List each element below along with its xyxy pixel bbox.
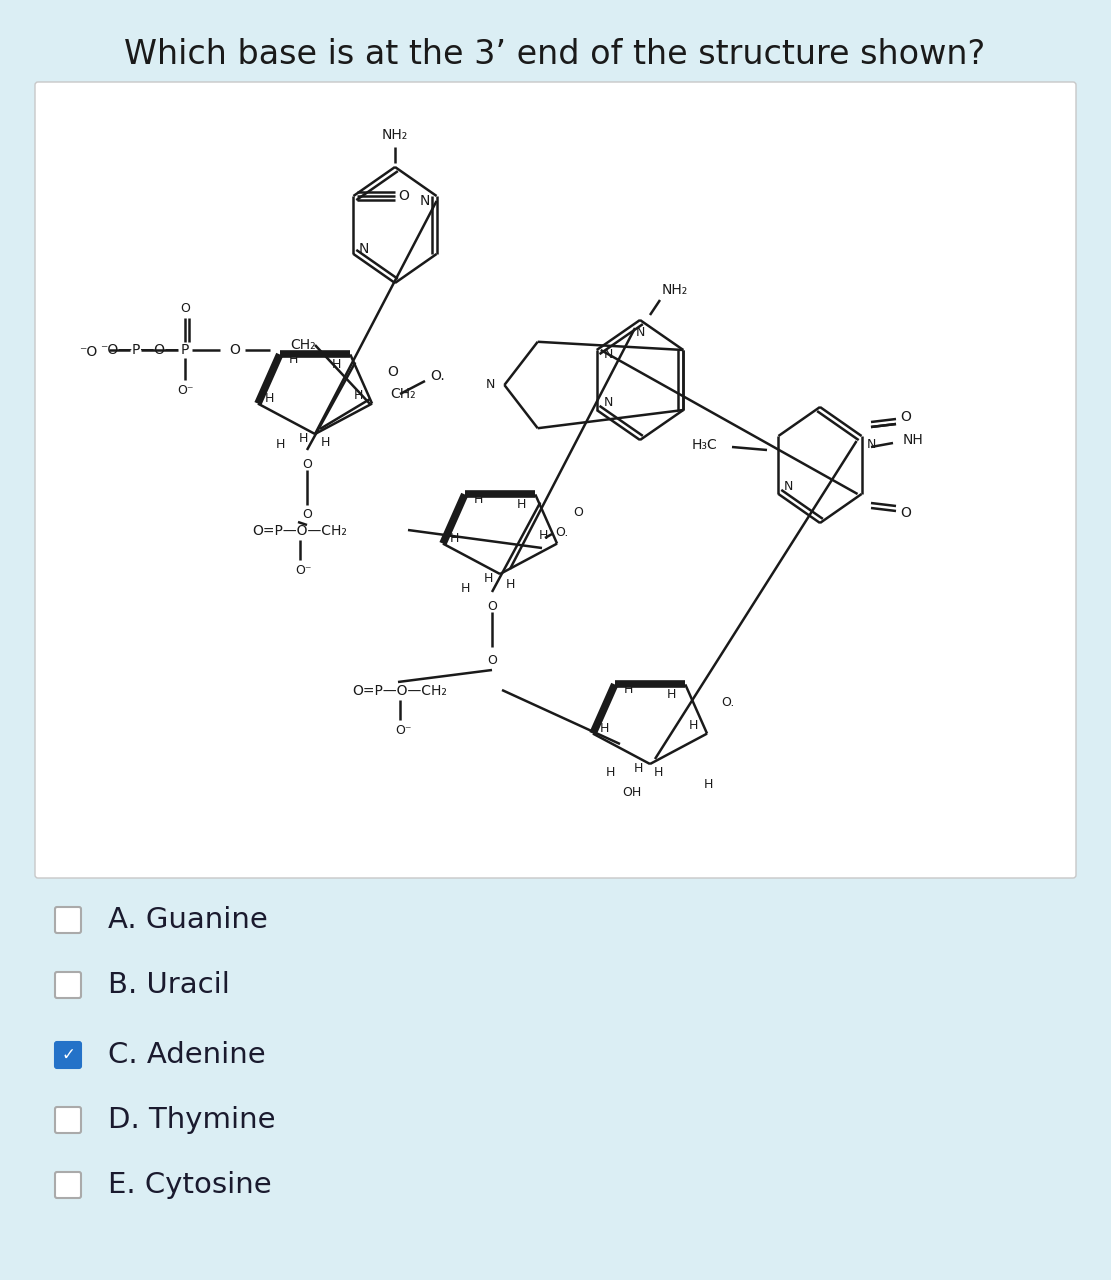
Text: H: H [539,529,548,543]
Text: N: N [486,379,496,392]
Text: H: H [460,581,470,594]
Text: ✓: ✓ [61,1046,74,1064]
Text: CH₂: CH₂ [290,338,316,352]
Text: O.: O. [721,695,734,709]
Text: ⁻O: ⁻O [79,346,97,358]
Text: H: H [483,572,492,585]
Text: O: O [487,654,497,667]
FancyBboxPatch shape [56,1107,81,1133]
Text: NH: NH [903,433,923,447]
Text: H: H [667,687,675,701]
Text: O: O [180,302,190,315]
FancyBboxPatch shape [56,972,81,998]
Text: O: O [302,457,312,471]
Text: O: O [901,410,911,424]
Text: H: H [353,389,363,402]
Text: NH₂: NH₂ [382,128,408,142]
Text: H: H [633,763,642,776]
Text: H: H [653,765,662,778]
Text: O⁻: O⁻ [177,384,193,397]
Text: H: H [517,498,526,511]
Text: O⁻: O⁻ [396,723,411,736]
Text: N: N [604,348,613,361]
Text: C. Adenine: C. Adenine [108,1041,266,1069]
Text: N: N [635,325,644,338]
FancyBboxPatch shape [56,1042,81,1068]
Text: H₃C: H₃C [691,438,717,452]
Text: O: O [573,506,583,518]
FancyBboxPatch shape [56,908,81,933]
Text: P: P [181,343,189,357]
Text: H: H [276,439,284,452]
Text: OH: OH [622,786,642,799]
Text: H: H [605,765,614,778]
Text: CH₂: CH₂ [390,387,416,401]
Text: H: H [600,722,610,735]
Text: H: H [289,353,299,366]
Text: N: N [358,242,369,256]
Text: O: O [398,189,409,204]
Text: D. Thymine: D. Thymine [108,1106,276,1134]
Text: H: H [506,579,514,591]
Text: NH₂: NH₂ [662,283,688,297]
Text: A. Guanine: A. Guanine [108,906,268,934]
Text: H: H [450,532,460,545]
Text: O.: O. [430,369,444,383]
Text: O=P—O—CH₂: O=P—O—CH₂ [352,684,447,698]
Text: O: O [302,508,312,521]
Text: H: H [299,433,308,445]
FancyBboxPatch shape [56,1172,81,1198]
Text: O: O [487,599,497,613]
Text: Which base is at the 3’ end of the structure shown?: Which base is at the 3’ end of the struc… [124,38,985,70]
Text: O: O [388,365,399,379]
Text: N: N [867,438,877,451]
Text: O⁻: O⁻ [296,563,311,576]
Text: N: N [604,396,613,408]
Text: H: H [689,719,698,732]
Text: N: N [783,480,793,493]
Text: H: H [624,684,633,696]
Text: H: H [320,435,330,448]
Text: H: H [703,778,712,791]
Text: O=P—O—CH₂: O=P—O—CH₂ [252,524,347,538]
Text: O.: O. [556,526,569,539]
Text: H: H [331,358,341,371]
FancyBboxPatch shape [36,82,1075,878]
Text: O: O [230,343,240,357]
Text: H: H [266,392,274,404]
Text: B. Uracil: B. Uracil [108,972,230,998]
Text: H: H [474,493,483,506]
Text: E. Cytosine: E. Cytosine [108,1171,271,1199]
Text: ⁻O—P—O—: ⁻O—P—O— [100,343,179,357]
Text: N: N [419,195,430,207]
Text: O: O [901,506,911,520]
